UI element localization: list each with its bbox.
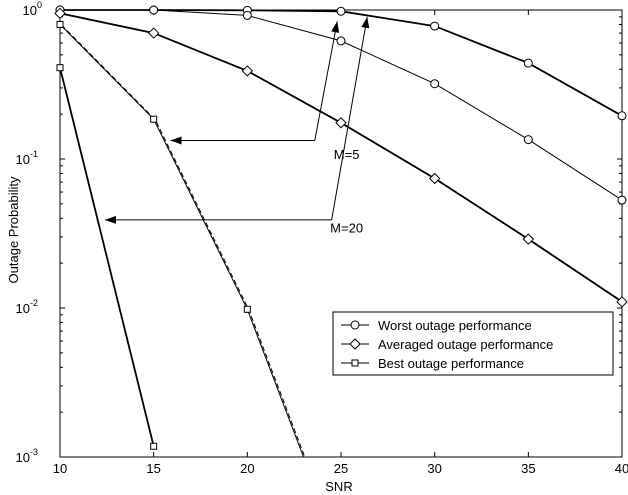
diamond-marker	[616, 296, 628, 308]
annotation-m20: M=20	[104, 16, 370, 236]
diamond-marker	[428, 172, 441, 185]
circle-marker	[430, 79, 440, 89]
annotation-arrow-line	[314, 21, 338, 141]
circle-marker	[617, 111, 627, 121]
y-tick-exponent: -2	[30, 298, 38, 308]
circle-marker	[242, 10, 252, 20]
annotation-arrowhead	[104, 215, 116, 224]
series-line	[59, 67, 155, 447]
series-circle-M20	[55, 5, 627, 121]
annotation-arrowhead	[170, 136, 182, 145]
legend-label: Best outage performance	[378, 356, 524, 371]
square-marker	[56, 64, 64, 72]
y-tick-mantissa: 10	[16, 450, 30, 465]
x-tick-label: 25	[334, 461, 348, 476]
annotation-arrowhead	[331, 21, 340, 33]
square-marker	[56, 20, 64, 28]
circle-marker	[523, 58, 533, 68]
data-series	[54, 5, 628, 458]
square-marker	[243, 305, 251, 313]
circle-marker	[336, 6, 346, 16]
annotation-label: M=20	[330, 221, 363, 236]
diamond-marker	[522, 233, 535, 245]
x-tick-label: 20	[240, 461, 254, 476]
square-marker	[150, 442, 158, 450]
y-tick-label: 10-1	[16, 149, 38, 167]
x-tick-label: 40	[615, 461, 628, 476]
diamond-marker	[335, 117, 347, 129]
x-tick-label: 35	[521, 461, 535, 476]
circle-marker	[350, 320, 360, 330]
diamond-marker	[349, 338, 361, 350]
x-tick-label: 30	[427, 461, 441, 476]
series-line-dashed	[61, 24, 306, 458]
legend-box	[332, 311, 614, 376]
circle-marker	[149, 5, 159, 15]
circle-marker	[523, 135, 533, 145]
square-marker	[351, 359, 359, 367]
x-tick-label: 10	[53, 461, 67, 476]
y-tick-label: 10-3	[16, 447, 38, 465]
legend: Worst outage performance Averaged outage …	[332, 311, 614, 376]
diamond-marker	[54, 7, 66, 20]
series-diamond-M5	[54, 7, 628, 308]
series-square-M20	[56, 64, 158, 450]
square-marker	[150, 115, 158, 123]
y-tick-exponent: 0	[37, 0, 42, 10]
y-tick-mantissa: 10	[16, 152, 30, 167]
annotation-arrow-line	[331, 16, 368, 221]
diamond-marker	[241, 65, 254, 77]
annotation-m5: M=5	[170, 21, 360, 162]
legend-entry-diamond: Averaged outage performance	[341, 337, 553, 352]
series-square-M5	[56, 20, 306, 458]
circle-marker	[617, 195, 627, 205]
circle-marker	[430, 21, 440, 31]
y-axis-label: Outage Probability	[6, 176, 21, 283]
series-line	[60, 9, 623, 117]
y-tick-exponent: -3	[30, 447, 38, 457]
series-line	[59, 24, 304, 458]
axis-labels: SNR Outage Probability	[6, 176, 353, 494]
legend-label: Averaged outage performance	[378, 337, 553, 352]
series-circle-M5	[55, 5, 627, 205]
annotation-label: M=5	[334, 147, 360, 162]
y-tick-label: 10-2	[16, 298, 38, 316]
y-tick-exponent: -1	[30, 149, 38, 159]
annotations: M=5 M=20	[104, 16, 370, 236]
x-axis-label: SNR	[325, 479, 352, 494]
diamond-marker	[147, 27, 160, 39]
y-tick-mantissa: 10	[23, 3, 37, 18]
x-tick-label: 15	[146, 461, 160, 476]
legend-entry-circle: Worst outage performance	[341, 318, 532, 333]
circle-marker	[336, 36, 346, 46]
legend-label: Worst outage performance	[378, 318, 532, 333]
y-tick-mantissa: 10	[16, 301, 30, 316]
legend-entry-square: Best outage performance	[341, 356, 524, 371]
y-tick-label: 100	[23, 0, 42, 18]
annotation-arrowhead	[361, 16, 370, 29]
